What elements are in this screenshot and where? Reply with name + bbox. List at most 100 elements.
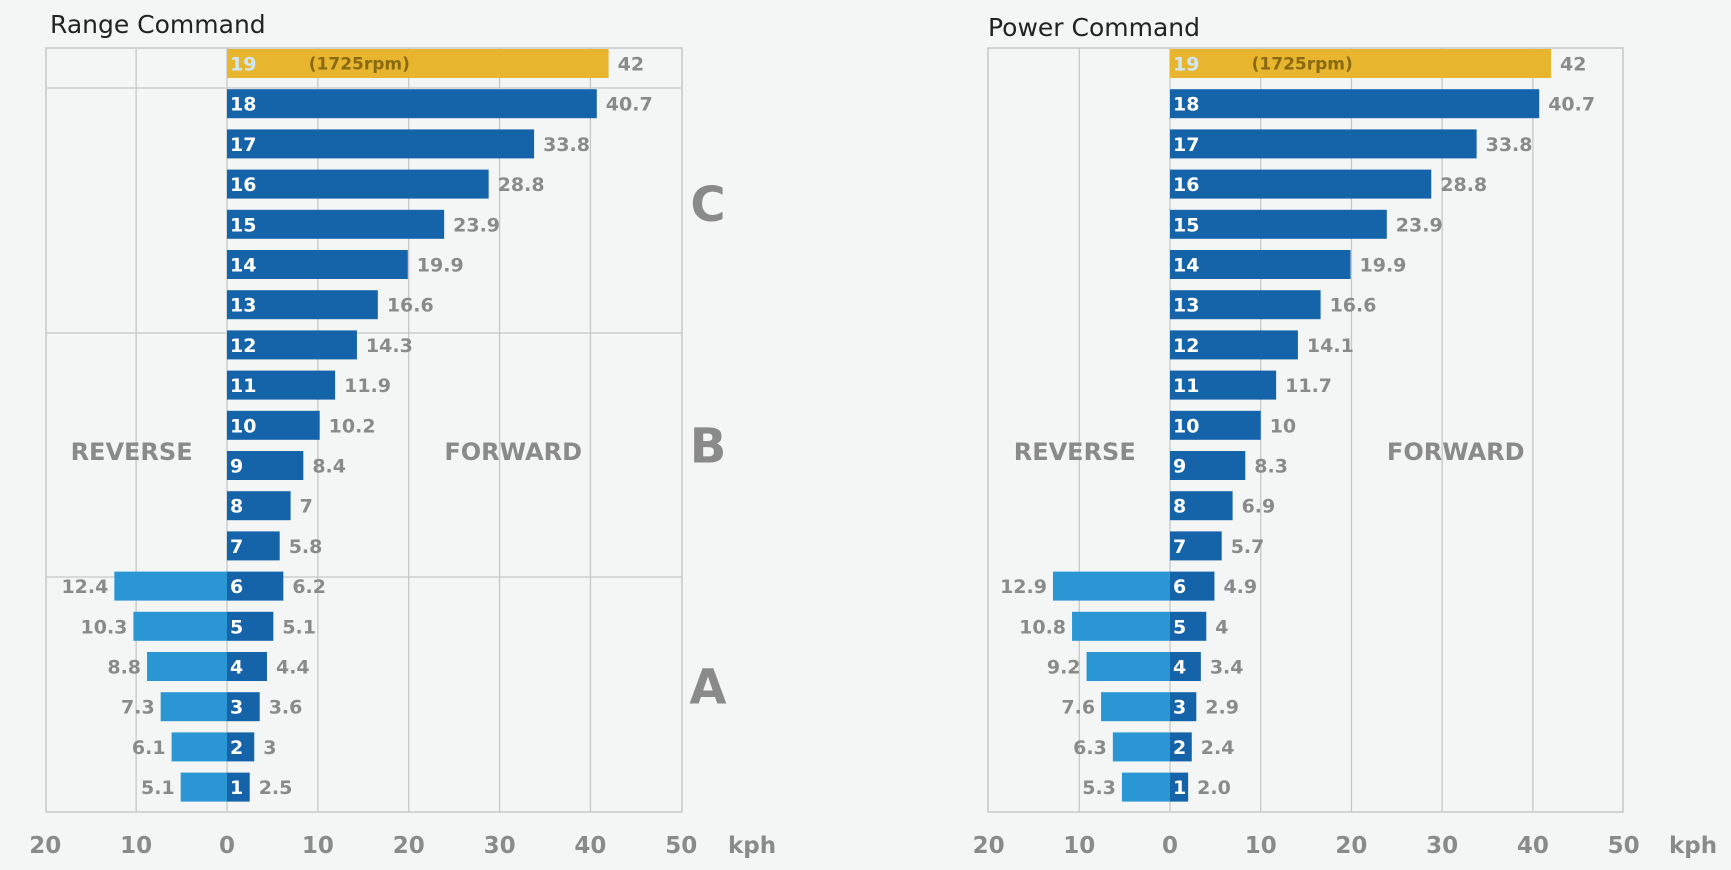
x-tick-label: 20 bbox=[1335, 833, 1367, 859]
x-tick-label: 0 bbox=[1162, 833, 1178, 859]
x-tick-label: 40 bbox=[1517, 833, 1549, 859]
reverse-value-label: 6.3 bbox=[1073, 737, 1107, 759]
forward-bar bbox=[227, 129, 535, 159]
forward-value-label: 33.8 bbox=[1486, 134, 1533, 156]
forward-value-label: 5.8 bbox=[289, 536, 323, 558]
forward-bar bbox=[227, 732, 255, 762]
gear-number: 17 bbox=[1173, 134, 1199, 156]
reverse-value-label: 9.2 bbox=[1047, 657, 1081, 679]
forward-value-label: 10.2 bbox=[329, 415, 376, 437]
reverse-value-label: 5.1 bbox=[141, 777, 175, 799]
forward-value-label: 2.4 bbox=[1201, 737, 1235, 759]
forward-value-label: 42 bbox=[618, 54, 644, 76]
gear-number: 17 bbox=[230, 134, 256, 156]
forward-bar bbox=[1170, 169, 1432, 199]
gear-number: 10 bbox=[1173, 415, 1199, 437]
x-tick-label: 30 bbox=[484, 833, 516, 859]
gear-number: 2 bbox=[230, 737, 243, 759]
plot-frame bbox=[987, 47, 1624, 813]
gear-number: 18 bbox=[230, 94, 256, 116]
gear-number: 5 bbox=[1173, 616, 1186, 638]
forward-value-label: 19.9 bbox=[1360, 255, 1407, 277]
gear-number: 19 bbox=[1173, 54, 1199, 76]
forward-bar bbox=[227, 611, 274, 641]
x-tick-label: 50 bbox=[1608, 833, 1640, 859]
forward-bar bbox=[227, 451, 304, 480]
x-tick-label: 10 bbox=[1063, 833, 1095, 859]
gear-number: 15 bbox=[230, 214, 256, 236]
reverse-bar bbox=[180, 772, 227, 802]
gear-number: 1 bbox=[1173, 777, 1186, 799]
x-tick-label: 30 bbox=[1426, 833, 1458, 859]
forward-bar bbox=[227, 89, 597, 119]
forward-bar bbox=[1170, 732, 1192, 762]
forward-bar bbox=[1170, 129, 1477, 159]
reverse-value-label: 7.3 bbox=[121, 697, 155, 719]
forward-bar bbox=[1170, 772, 1189, 802]
forward-value-label: 19.9 bbox=[417, 255, 464, 277]
gear-number: 1 bbox=[230, 777, 243, 799]
reverse-bar bbox=[147, 652, 227, 681]
forward-bar bbox=[227, 692, 260, 722]
forward-value-label: 40.7 bbox=[1548, 94, 1595, 116]
reverse-value-label: 7.6 bbox=[1061, 697, 1095, 719]
forward-bar bbox=[1170, 250, 1351, 279]
x-tick-label: 0 bbox=[219, 833, 235, 859]
reverse-bar bbox=[160, 692, 227, 722]
forward-bar bbox=[227, 250, 408, 279]
forward-value-label: 3.6 bbox=[269, 697, 303, 719]
reverse-bar bbox=[1086, 652, 1170, 681]
reverse-bar bbox=[114, 571, 227, 601]
gear-number: 6 bbox=[230, 576, 243, 598]
gear-number: 13 bbox=[230, 295, 256, 317]
gear-number: 14 bbox=[230, 255, 256, 277]
x-tick-label: 20 bbox=[973, 833, 1005, 859]
gear-number: 7 bbox=[230, 536, 243, 558]
forward-label: FORWARD bbox=[444, 438, 582, 466]
forward-value-label: 4.9 bbox=[1223, 576, 1257, 598]
plot-frame bbox=[45, 47, 683, 813]
gear-number: 5 bbox=[230, 616, 243, 638]
forward-bar bbox=[227, 290, 378, 320]
forward-value-label: 16.6 bbox=[1330, 295, 1377, 317]
forward-value-label: 3.4 bbox=[1210, 657, 1244, 679]
gear-number: 13 bbox=[1173, 295, 1199, 317]
forward-bar bbox=[227, 370, 336, 400]
reverse-bar bbox=[1112, 732, 1170, 762]
range-label-a: A bbox=[689, 660, 726, 716]
forward-value-label: 5.1 bbox=[282, 616, 316, 638]
forward-bar bbox=[1170, 571, 1215, 601]
reverse-label: REVERSE bbox=[71, 438, 193, 466]
gear-number: 4 bbox=[230, 657, 243, 679]
gear-number: 11 bbox=[1173, 375, 1199, 397]
forward-bar bbox=[1170, 290, 1321, 320]
gear-number: 3 bbox=[230, 697, 243, 719]
x-tick-label: 40 bbox=[574, 833, 606, 859]
forward-value-label: 4.4 bbox=[276, 657, 310, 679]
reverse-value-label: 10.8 bbox=[1019, 616, 1066, 638]
gear-number: 9 bbox=[230, 456, 243, 478]
forward-value-label: 6.9 bbox=[1242, 496, 1276, 518]
reverse-bar bbox=[133, 611, 227, 641]
forward-bar bbox=[1170, 209, 1387, 239]
forward-value-label: 33.8 bbox=[543, 134, 590, 156]
range-label-c: C bbox=[690, 177, 725, 233]
rpm-note: (1725rpm) bbox=[309, 55, 410, 75]
x-tick-label: 50 bbox=[665, 833, 697, 859]
gear-number: 4 bbox=[1173, 657, 1186, 679]
gear-number: 14 bbox=[1173, 255, 1199, 277]
x-tick-label: 10 bbox=[1245, 833, 1277, 859]
forward-value-label: 4 bbox=[1215, 616, 1228, 638]
forward-bar bbox=[227, 491, 291, 521]
forward-value-label: 42 bbox=[1560, 54, 1586, 76]
forward-bar bbox=[227, 330, 357, 360]
forward-value-label: 8.4 bbox=[312, 456, 346, 478]
forward-value-label: 14.1 bbox=[1307, 335, 1354, 357]
gear-number: 7 bbox=[1173, 536, 1186, 558]
gear-number: 12 bbox=[1173, 335, 1199, 357]
forward-value-label: 8.3 bbox=[1254, 456, 1288, 478]
gear-number: 8 bbox=[1173, 496, 1186, 518]
gear-number: 19 bbox=[230, 54, 256, 76]
reverse-value-label: 5.3 bbox=[1082, 777, 1116, 799]
